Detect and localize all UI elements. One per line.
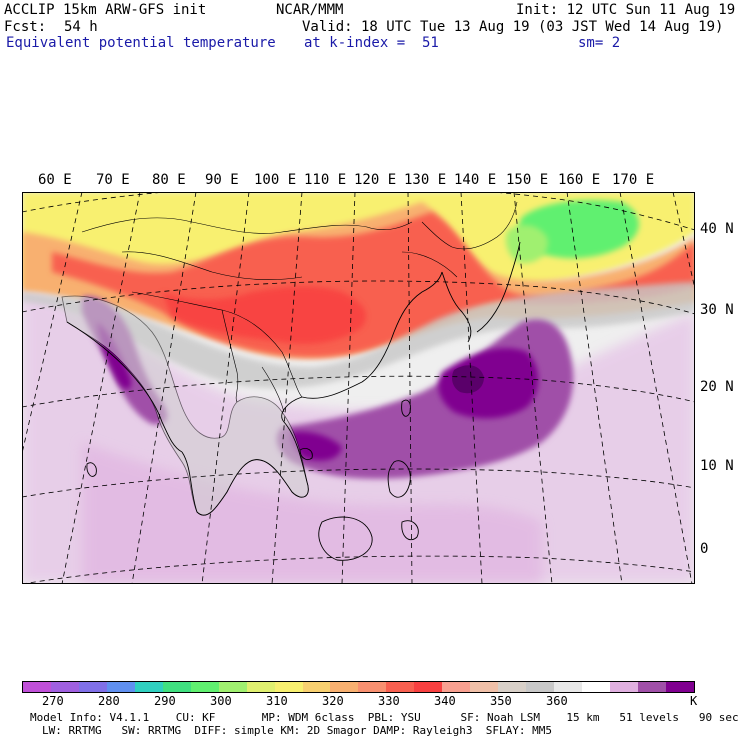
colorbar-swatch xyxy=(637,682,666,692)
colorbar-swatch xyxy=(218,682,247,692)
colorbar-swatch xyxy=(50,682,79,692)
colorbar-swatch xyxy=(302,682,331,692)
lon-label: 120 E xyxy=(354,172,397,188)
lon-label: 70 E xyxy=(96,172,130,188)
field-shading-300k xyxy=(518,200,639,259)
lat-label: 40 N xyxy=(700,221,734,237)
colorbar-label: 290 xyxy=(154,694,176,708)
lon-label: 80 E xyxy=(152,172,186,188)
colorbar-unit: K xyxy=(690,694,698,708)
colorbar-swatch xyxy=(498,682,527,692)
equivalent-potential-temperature-map xyxy=(22,192,695,584)
lon-label: 170 E xyxy=(612,172,655,188)
map-frame xyxy=(22,192,695,584)
lon-label: 160 E xyxy=(558,172,601,188)
lon-label: 100 E xyxy=(254,172,297,188)
colorbar-swatch xyxy=(106,682,135,692)
lat-label: 30 N xyxy=(700,302,734,318)
colorbar-swatch xyxy=(526,682,555,692)
colorbar-label: 270 xyxy=(42,694,64,708)
colorbar-swatch xyxy=(442,682,471,692)
colorbar-swatch xyxy=(470,682,499,692)
colorbar-label: 280 xyxy=(98,694,120,708)
colorbar xyxy=(22,681,695,693)
colorbar-swatch xyxy=(23,682,51,692)
organization-label: NCAR/MMM xyxy=(276,2,344,18)
colorbar-swatch xyxy=(162,682,191,692)
field-name: Equivalent potential temperature xyxy=(6,35,276,51)
colorbar-swatch xyxy=(610,682,638,692)
colorbar-label: 320 xyxy=(322,694,344,708)
lon-label: 130 E xyxy=(404,172,447,188)
colorbar-swatch xyxy=(554,682,583,692)
lat-label: 10 N xyxy=(700,458,734,474)
colorbar-label: 360 xyxy=(546,694,568,708)
colorbar-label: 310 xyxy=(266,694,288,708)
coastlines xyxy=(66,241,521,561)
lon-label: 60 E xyxy=(38,172,72,188)
colorbar-swatch xyxy=(246,682,275,692)
map-panel xyxy=(22,192,695,584)
init-time: Init: 12 UTC Sun 11 Aug 19 xyxy=(516,2,736,18)
colorbar-swatch xyxy=(665,682,694,692)
colorbar-swatch xyxy=(386,682,415,692)
lon-label: 150 E xyxy=(506,172,549,188)
model-info-line2: LW: RRTMG SW: RRTMG DIFF: simple KM: 2D … xyxy=(42,724,552,737)
field-shading-350k xyxy=(22,282,695,389)
lon-label: 90 E xyxy=(205,172,239,188)
colorbar-label: 340 xyxy=(434,694,456,708)
lon-label: 140 E xyxy=(454,172,497,188)
model-info-line1: Model Info: V4.1.1 CU: KF MP: WDM 6class… xyxy=(30,711,739,724)
colorbar-label: 300 xyxy=(210,694,232,708)
country-borders xyxy=(81,201,518,413)
colorbar-swatch xyxy=(134,682,163,692)
forecast-hour: 54 h xyxy=(64,19,98,35)
colorbar-swatch xyxy=(330,682,359,692)
colorbar-swatch xyxy=(358,682,387,692)
colorbar-swatch xyxy=(582,682,611,692)
colorbar-label: 350 xyxy=(490,694,512,708)
colorbar-swatch xyxy=(78,682,107,692)
colorbar-swatch xyxy=(414,682,443,692)
colorbar-swatch xyxy=(190,682,219,692)
lat-label: 20 N xyxy=(700,379,734,395)
lat-label: 0 xyxy=(700,541,709,557)
valid-time: Valid: 18 UTC Tue 13 Aug 19 (03 JST Wed … xyxy=(302,19,724,35)
smoothing-label: sm= 2 xyxy=(578,35,621,51)
level-label: at k-index = 51 xyxy=(304,35,439,51)
model-title: ACCLIP 15km ARW-GFS init xyxy=(4,2,207,18)
graticule xyxy=(22,192,695,584)
colorbar-label: 330 xyxy=(378,694,400,708)
colorbar-swatch xyxy=(274,682,303,692)
forecast-label: Fcst: xyxy=(4,19,47,35)
lon-label: 110 E xyxy=(304,172,347,188)
